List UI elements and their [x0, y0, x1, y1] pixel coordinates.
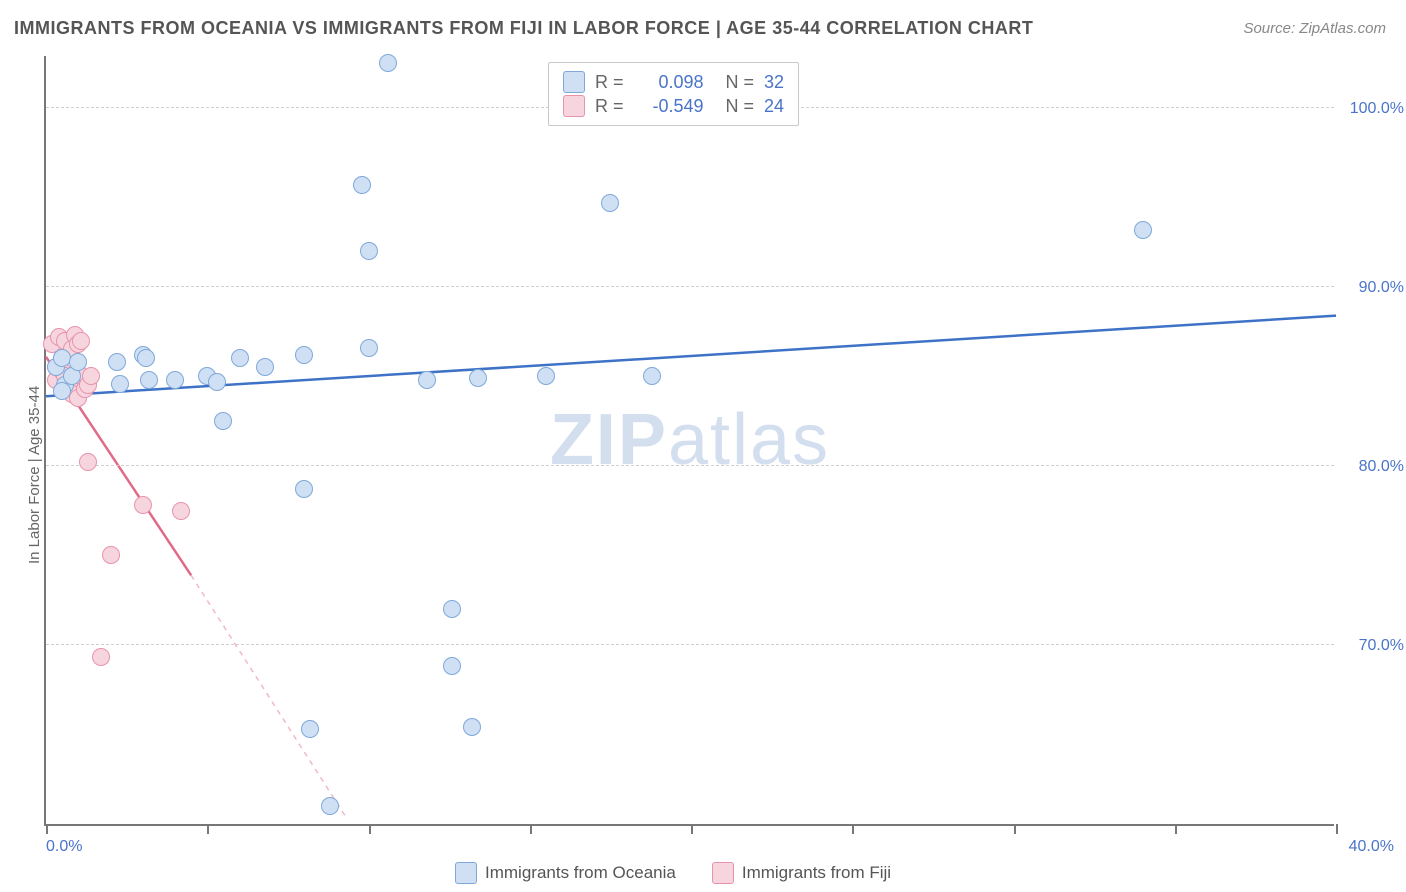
data-point-oceania [360, 242, 378, 260]
data-point-fiji [134, 496, 152, 514]
x-tick [852, 824, 854, 834]
data-point-oceania [111, 375, 129, 393]
data-point-oceania [601, 194, 619, 212]
x-tick [530, 824, 532, 834]
data-point-oceania [295, 480, 313, 498]
swatch-fiji [712, 862, 734, 884]
data-point-oceania [140, 371, 158, 389]
data-point-oceania [108, 353, 126, 371]
x-tick [207, 824, 209, 834]
y-tick-label: 70.0% [1344, 637, 1404, 655]
y-tick-label: 100.0% [1344, 100, 1404, 118]
legend-row-fiji: R = -0.549 N = 24 [563, 95, 784, 117]
data-point-oceania [53, 349, 71, 367]
x-tick [1175, 824, 1177, 834]
data-point-oceania [537, 367, 555, 385]
data-point-oceania [321, 797, 339, 815]
chart-title: IMMIGRANTS FROM OCEANIA VS IMMIGRANTS FR… [14, 18, 1033, 39]
x-tick [369, 824, 371, 834]
legend-item-oceania: Immigrants from Oceania [455, 862, 676, 884]
y-tick-label: 90.0% [1344, 279, 1404, 297]
chart-container: { "title": "IMMIGRANTS FROM OCEANIA VS I… [0, 0, 1406, 892]
gridline [46, 286, 1334, 287]
legend-label-fiji: Immigrants from Fiji [742, 863, 891, 883]
data-point-oceania [214, 412, 232, 430]
data-point-oceania [295, 346, 313, 364]
swatch-oceania [455, 862, 477, 884]
x-tick [46, 824, 48, 834]
swatch-fiji [563, 95, 585, 117]
legend-item-fiji: Immigrants from Fiji [712, 862, 891, 884]
data-point-oceania [69, 353, 87, 371]
n-value-oceania: 32 [764, 72, 784, 93]
data-point-oceania [231, 349, 249, 367]
y-axis-label: In Labor Force | Age 35-44 [26, 386, 43, 564]
data-point-oceania [301, 720, 319, 738]
data-point-fiji [172, 502, 190, 520]
swatch-oceania [563, 71, 585, 93]
plot-area: ZIPatlas 70.0%80.0%90.0%100.0%0.0%40.0% [44, 56, 1334, 826]
data-point-oceania [443, 657, 461, 675]
data-point-oceania [418, 371, 436, 389]
data-point-oceania [463, 718, 481, 736]
gridline [46, 644, 1334, 645]
data-point-oceania [360, 339, 378, 357]
source-label: Source: ZipAtlas.com [1243, 20, 1386, 37]
data-point-fiji [79, 453, 97, 471]
y-tick-label: 80.0% [1344, 458, 1404, 476]
data-point-oceania [643, 367, 661, 385]
gridline [46, 465, 1334, 466]
data-point-fiji [92, 648, 110, 666]
r-value-fiji: -0.549 [634, 96, 704, 117]
data-point-fiji [72, 332, 90, 350]
x-tick [1014, 824, 1016, 834]
x-tick [691, 824, 693, 834]
data-point-oceania [256, 358, 274, 376]
x-tick-label-max: 40.0% [1349, 838, 1394, 856]
data-point-oceania [469, 369, 487, 387]
legend-row-oceania: R = 0.098 N = 32 [563, 71, 784, 93]
data-point-oceania [379, 54, 397, 72]
legend-label-oceania: Immigrants from Oceania [485, 863, 676, 883]
data-point-oceania [166, 371, 184, 389]
x-tick [1336, 824, 1338, 834]
data-point-fiji [102, 546, 120, 564]
data-point-fiji [82, 367, 100, 385]
data-point-oceania [137, 349, 155, 367]
correlation-legend: R = 0.098 N = 32 R = -0.549 N = 24 [548, 62, 799, 126]
data-point-oceania [443, 600, 461, 618]
data-point-oceania [208, 373, 226, 391]
data-point-oceania [353, 176, 371, 194]
n-value-fiji: 24 [764, 96, 784, 117]
data-point-oceania [53, 382, 71, 400]
trend-lines [46, 56, 1336, 826]
r-value-oceania: 0.098 [634, 72, 704, 93]
series-legend: Immigrants from Oceania Immigrants from … [455, 862, 891, 884]
x-tick-label-min: 0.0% [46, 838, 82, 856]
data-point-oceania [1134, 221, 1152, 239]
